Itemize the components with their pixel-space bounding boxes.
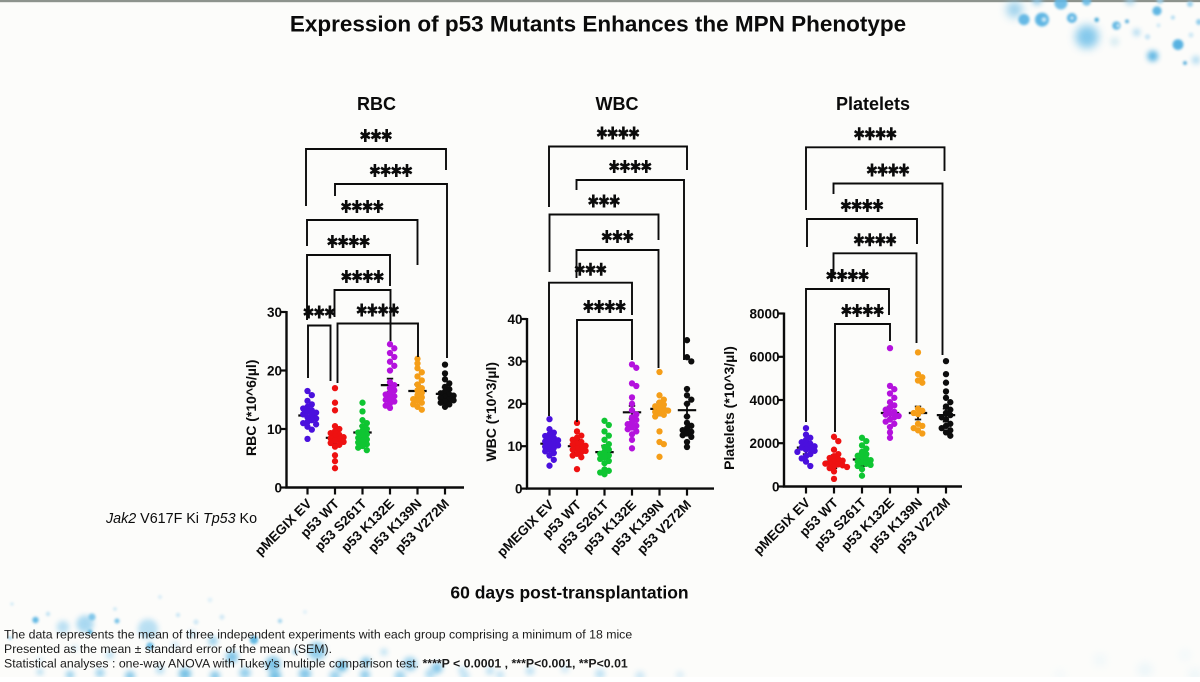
svg-text:2000: 2000 (749, 436, 779, 451)
svg-text:The data represents the mean o: The data represents the mean of three in… (4, 628, 632, 642)
svg-text:30: 30 (267, 305, 282, 320)
svg-text:Presented as the mean ± standa: Presented as the mean ± standard error o… (4, 642, 332, 656)
svg-text:30: 30 (507, 354, 522, 369)
svg-text:Platelets (*10^3/µl): Platelets (*10^3/µl) (721, 346, 737, 470)
svg-text:Expression of p53 Mutants Enha: Expression of p53 Mutants Enhances the M… (290, 12, 906, 37)
svg-text:WBC (*10^3/µl): WBC (*10^3/µl) (483, 362, 499, 461)
svg-text:4000: 4000 (749, 393, 779, 408)
svg-text:20: 20 (507, 397, 522, 412)
svg-text:0: 0 (772, 479, 780, 494)
svg-text:Statistical analyses : one-way: Statistical analyses : one-way ANOVA wit… (4, 657, 628, 671)
svg-text:10: 10 (507, 439, 522, 454)
svg-text:20: 20 (267, 363, 282, 378)
svg-text:8000: 8000 (749, 306, 779, 321)
svg-text:40: 40 (507, 312, 522, 327)
svg-text:0: 0 (515, 481, 523, 496)
svg-text:0: 0 (274, 480, 282, 495)
svg-text:Jak2 V617F Ki Tp53 Ko: Jak2 V617F Ki Tp53 Ko (105, 511, 257, 527)
svg-text:60 days post-transplantation: 60 days post-transplantation (450, 583, 688, 603)
svg-text:10: 10 (267, 422, 282, 437)
svg-text:Platelets: Platelets (836, 94, 910, 114)
svg-text:RBC (*10^6/µl): RBC (*10^6/µl) (243, 360, 259, 456)
svg-text:WBC: WBC (596, 94, 639, 114)
svg-text:RBC: RBC (357, 94, 396, 114)
svg-text:6000: 6000 (749, 350, 779, 365)
